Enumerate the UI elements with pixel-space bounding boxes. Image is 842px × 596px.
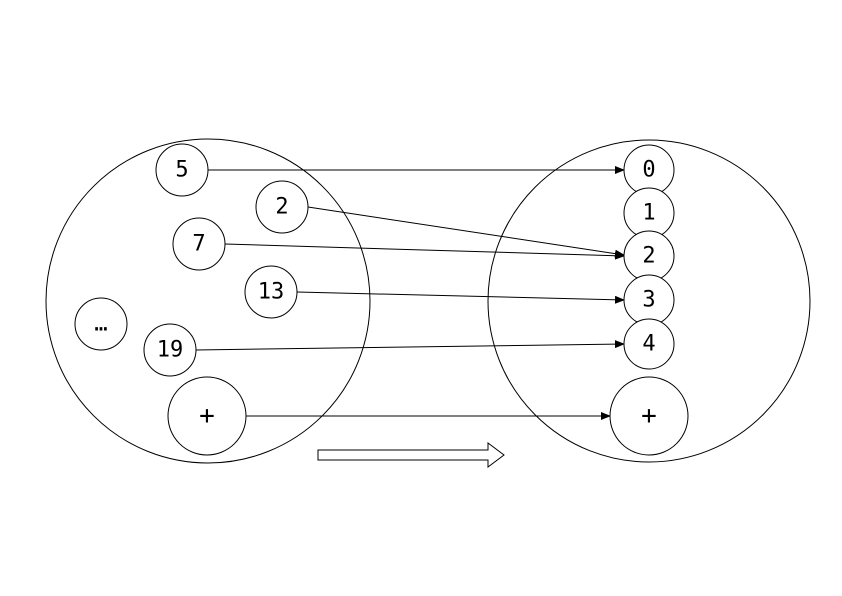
right-set-elements: 0 1 2 3 4 +	[609, 144, 689, 456]
left-element-5-label: 5	[175, 158, 188, 183]
mapping-arrows	[195, 166, 625, 420]
left-element-7-label: 7	[192, 232, 205, 257]
transform-arrow	[317, 442, 505, 468]
right-element-1-label: 1	[642, 201, 655, 226]
right-element-1: 1	[623, 187, 675, 239]
left-element-19-label: 19	[157, 338, 184, 363]
left-set-elements: 5 2 7 13 … 19 +	[74, 143, 309, 456]
arrow-19-to-4	[195, 340, 625, 351]
right-element-plus: +	[609, 376, 689, 456]
right-element-2: 2	[623, 230, 675, 282]
right-element-3-label: 3	[642, 288, 655, 313]
left-element-13: 13	[244, 265, 298, 319]
left-element-7: 7	[172, 217, 226, 271]
left-element-plus-label: +	[199, 401, 215, 431]
arrow-7-to-2	[224, 243, 625, 260]
right-element-4-label: 4	[642, 332, 655, 357]
arrow-13-to-3	[296, 291, 625, 304]
right-element-4: 4	[623, 318, 675, 370]
arrow-2-to-2	[307, 206, 625, 258]
right-set-circle	[487, 139, 811, 463]
left-element-ellipsis: …	[74, 297, 128, 351]
left-element-2-label: 2	[275, 195, 288, 220]
left-set-circle	[45, 138, 371, 464]
right-element-2-label: 2	[642, 244, 655, 269]
left-element-ellipsis-label: …	[94, 312, 107, 337]
right-element-3: 3	[623, 274, 675, 326]
left-element-13-label: 13	[258, 280, 285, 305]
right-element-plus-label: +	[641, 401, 657, 431]
left-element-plus: +	[167, 376, 247, 456]
left-element-19: 19	[143, 323, 197, 377]
right-element-0-label: 0	[642, 158, 655, 183]
left-element-5: 5	[155, 143, 209, 197]
left-element-2: 2	[255, 180, 309, 234]
